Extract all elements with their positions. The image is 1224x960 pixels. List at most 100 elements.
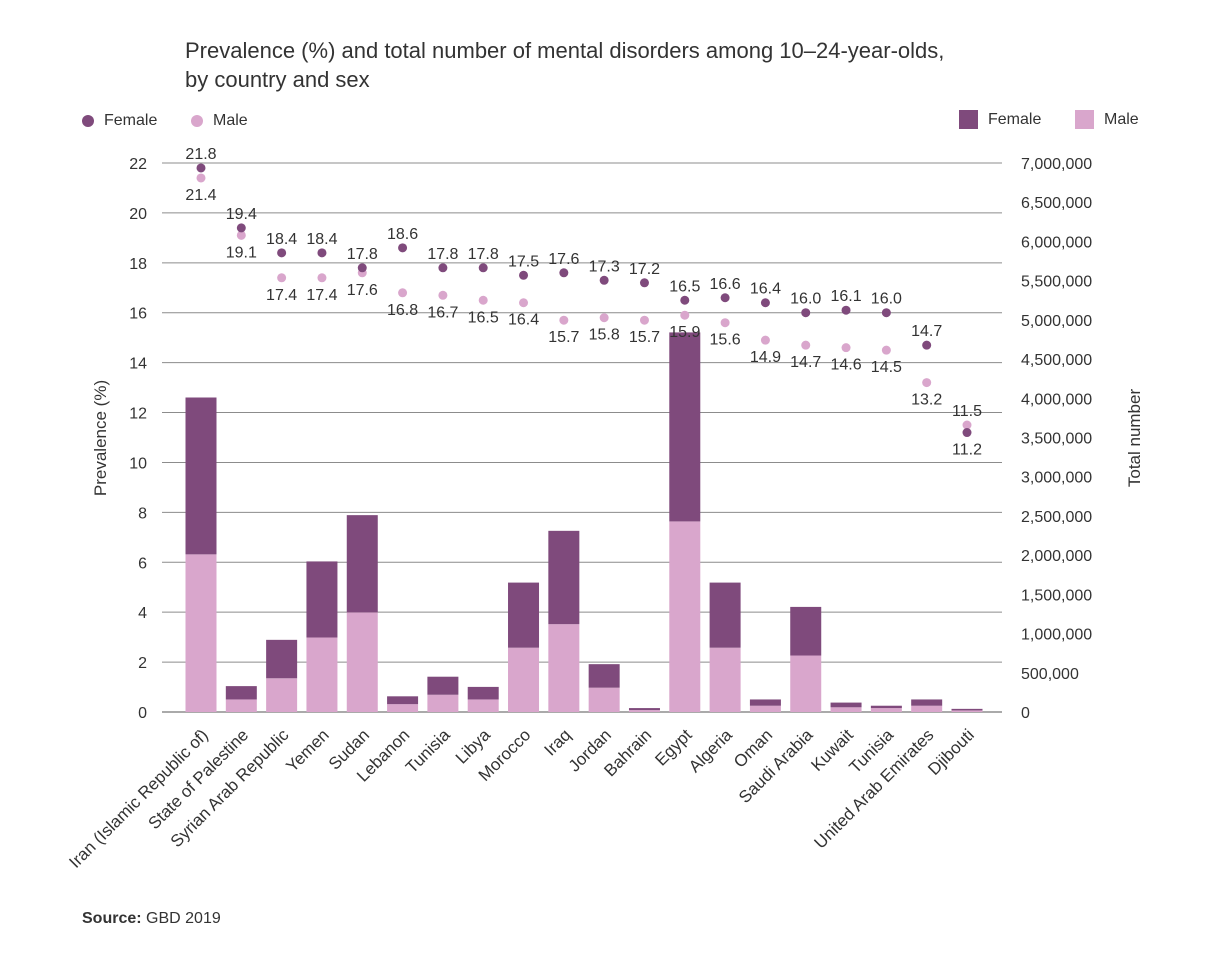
dot-male	[801, 340, 811, 350]
y2-tick-label: 4,500,000	[1021, 352, 1092, 369]
bar-male	[508, 647, 540, 712]
dot-female	[478, 263, 488, 273]
bar-male	[427, 694, 459, 712]
y2-tick-label: 7,000,000	[1021, 156, 1092, 173]
bar-female	[588, 664, 620, 688]
y-tick-label: 6	[138, 555, 147, 572]
dot-label-female: 11.2	[952, 442, 982, 459]
bar-female	[830, 702, 862, 708]
bar-male	[346, 612, 378, 712]
y-tick-label: 20	[129, 206, 147, 223]
dot-label-female: 16.6	[710, 276, 741, 293]
bar-male	[467, 699, 499, 712]
y2-tick-label: 5,500,000	[1021, 274, 1092, 291]
dot-male	[277, 273, 287, 283]
bar-female	[508, 582, 540, 648]
bar-male	[669, 521, 701, 712]
y2-tick-label: 3,500,000	[1021, 431, 1092, 448]
dot-label-female: 16.5	[669, 278, 700, 295]
dot-female	[760, 298, 770, 308]
bar-male	[709, 647, 741, 712]
bar-male	[628, 710, 660, 712]
legend-male-dot-marker	[191, 115, 203, 127]
dot-label-male: 14.9	[750, 349, 781, 366]
bar-female	[306, 561, 338, 638]
dot-male	[478, 295, 488, 305]
y2-tick-label: 1,500,000	[1021, 587, 1092, 604]
y-tick-label: 4	[138, 605, 147, 622]
y-tick-label: 22	[129, 156, 147, 173]
bar-male	[548, 624, 580, 712]
bar-female	[387, 696, 419, 705]
y-tick-label: 12	[129, 406, 147, 423]
dot-label-female: 17.8	[468, 246, 499, 263]
dot-label-male: 14.7	[790, 354, 821, 371]
bar-male	[588, 687, 620, 712]
bar-female	[790, 606, 822, 656]
y-tick-label: 0	[138, 705, 147, 722]
bar-female	[225, 686, 257, 700]
dot-female	[277, 248, 287, 258]
y2-tick-label: 1,000,000	[1021, 627, 1092, 644]
y2-tick-label: 4,000,000	[1021, 391, 1092, 408]
y2-axis-title: Total number	[1125, 389, 1144, 488]
bar-female	[870, 705, 902, 709]
dot-label-female: 17.8	[427, 246, 458, 263]
dot-female	[317, 248, 327, 258]
dot-male	[438, 290, 448, 300]
y2-tick-label: 3,000,000	[1021, 470, 1092, 487]
legend-female-bar-label: Female	[988, 110, 1042, 128]
chart-title-line-1: Prevalence (%) and total number of menta…	[185, 38, 945, 63]
bar-male	[266, 678, 298, 712]
bar-male	[830, 707, 862, 712]
bar-female	[548, 530, 580, 625]
bar-female	[749, 699, 781, 706]
bar-female	[467, 686, 499, 700]
legend-male-bar-swatch	[1075, 110, 1094, 129]
dot-female	[680, 295, 690, 305]
source-value: GBD 2019	[146, 910, 221, 927]
source-note: Source: GBD 2019	[82, 910, 221, 928]
legend-male-bar-label: Male	[1104, 110, 1139, 128]
dot-female	[438, 263, 448, 273]
dot-male	[599, 313, 609, 323]
dot-label-female: 14.7	[911, 323, 942, 340]
y2-tick-label: 0	[1021, 705, 1030, 722]
dot-label-male: 14.5	[871, 359, 902, 376]
dot-female	[398, 243, 408, 253]
dot-female	[519, 270, 529, 280]
dot-label-female: 18.4	[266, 231, 297, 248]
dot-label-female: 17.2	[629, 261, 660, 278]
dot-label-female: 21.8	[185, 146, 216, 163]
y2-tick-label: 6,500,000	[1021, 195, 1092, 212]
dot-label-male: 17.4	[306, 287, 337, 304]
y-tick-label: 2	[138, 655, 147, 672]
y-tick-label: 18	[129, 256, 147, 273]
bar-male	[911, 705, 943, 712]
bar-male	[225, 699, 257, 712]
bar-male	[951, 710, 983, 712]
source-label: Source:	[82, 910, 142, 927]
dot-label-male: 16.7	[427, 304, 458, 321]
dot-male	[398, 288, 408, 298]
dot-label-female: 16.0	[790, 291, 821, 308]
dot-female	[881, 308, 891, 318]
dot-male	[962, 420, 972, 430]
bar-male	[749, 705, 781, 712]
y2-tick-label: 2,000,000	[1021, 548, 1092, 565]
dot-male	[236, 230, 246, 240]
legend-male-dot: Male	[191, 112, 248, 130]
category-label: Djibouti	[924, 725, 978, 779]
category-label: Tunisia	[402, 725, 454, 777]
bar-female	[266, 639, 298, 679]
dot-label-male: 16.5	[468, 309, 499, 326]
dot-label-male: 21.4	[185, 187, 216, 204]
dot-label-female: 17.6	[548, 251, 579, 268]
y2-tick-label: 5,000,000	[1021, 313, 1092, 330]
y-tick-label: 8	[138, 505, 147, 522]
dot-female	[841, 305, 851, 315]
dot-female	[639, 278, 649, 288]
dot-male	[559, 315, 569, 325]
y2-tick-label: 500,000	[1021, 666, 1079, 683]
dot-female	[720, 293, 730, 303]
